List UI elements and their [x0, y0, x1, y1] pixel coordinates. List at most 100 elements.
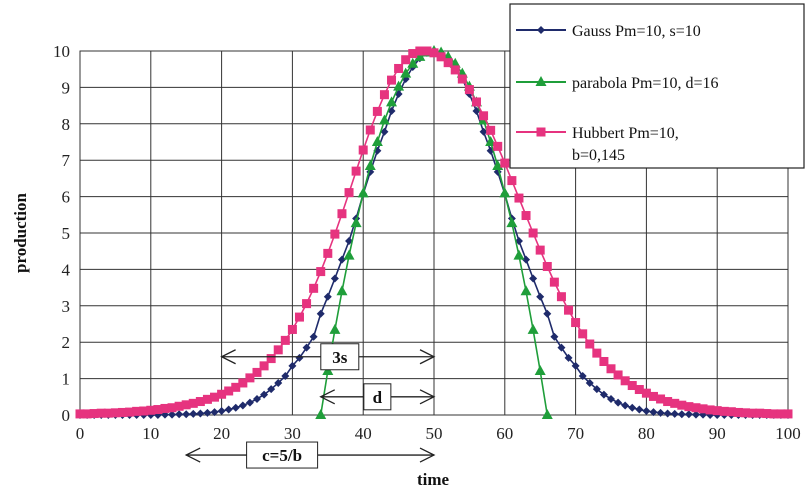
data-point: [599, 356, 609, 366]
data-point: [606, 364, 616, 374]
data-point: [527, 323, 539, 334]
legend-entry: Hubbert Pm=10, b=0,145: [516, 125, 679, 164]
data-point: [189, 409, 198, 418]
data-point: [238, 401, 247, 410]
data-point: [705, 405, 715, 415]
x-tick-label: 10: [142, 424, 159, 443]
arrow-head: [419, 447, 436, 463]
data-point: [175, 410, 184, 419]
data-point: [182, 410, 191, 419]
data-point: [635, 405, 644, 414]
data-point: [407, 57, 419, 68]
data-point: [323, 292, 332, 301]
data-point: [309, 283, 319, 293]
legend-label-line: b=0,145: [572, 147, 625, 164]
data-point: [401, 55, 411, 65]
data-point: [557, 343, 566, 352]
y-tick-label: 9: [62, 78, 71, 97]
data-point: [479, 127, 488, 136]
data-point: [443, 58, 453, 68]
data-point: [429, 48, 439, 58]
data-point: [663, 397, 673, 407]
annotation-label: c=5/b: [262, 446, 302, 465]
data-point: [571, 361, 580, 370]
annotation-1: d: [319, 383, 436, 411]
y-tick-label: 3: [62, 297, 71, 316]
y-tick-label: 0: [62, 406, 71, 425]
data-point: [330, 274, 339, 283]
y-tick-label: 2: [62, 333, 71, 352]
data-point: [168, 410, 177, 419]
data-point: [599, 390, 608, 399]
data-point: [408, 49, 418, 59]
data-point: [259, 361, 269, 371]
data-point: [153, 405, 163, 415]
data-point: [614, 398, 623, 407]
legend-marker: [535, 76, 547, 86]
data-point: [337, 209, 347, 219]
data-point: [274, 378, 283, 387]
data-point: [400, 67, 412, 78]
arrow-head: [419, 389, 436, 405]
data-point: [663, 409, 672, 418]
data-point: [450, 65, 460, 75]
data-point: [670, 398, 680, 408]
annotation-0: 3s: [220, 343, 436, 371]
data-point: [471, 97, 481, 107]
data-point: [578, 329, 588, 339]
data-point: [641, 388, 651, 398]
data-point: [464, 85, 474, 95]
x-tick-label: 40: [355, 424, 372, 443]
series-group: [75, 45, 793, 419]
data-point: [535, 245, 545, 255]
data-point: [174, 401, 184, 411]
legend-marker: [536, 127, 546, 137]
data-point: [378, 114, 390, 125]
data-point: [344, 188, 354, 198]
data-point: [592, 348, 602, 358]
legend-box: [509, 3, 805, 169]
data-point: [245, 373, 255, 383]
legend-entry: parabola Pm=10, d=16: [516, 75, 718, 92]
data-point: [203, 408, 212, 417]
data-point: [231, 382, 241, 392]
data-point: [75, 409, 85, 419]
data-point: [613, 370, 623, 380]
data-point: [628, 403, 637, 412]
y-tick-label: 1: [62, 370, 71, 389]
data-point: [316, 309, 325, 318]
data-point: [273, 345, 283, 355]
data-point: [521, 211, 531, 221]
data-point: [379, 90, 389, 100]
data-point: [343, 249, 355, 260]
data-point: [762, 409, 772, 419]
y-axis-title: production: [11, 192, 30, 273]
data-point: [357, 187, 369, 198]
data-point: [267, 385, 276, 394]
data-point: [642, 406, 651, 415]
data-point: [677, 410, 686, 419]
legend: Gauss Pm=10, s=10 parabola Pm=10, d=16 Hub…: [509, 3, 805, 169]
data-point: [556, 292, 566, 302]
data-point: [260, 390, 269, 399]
data-point: [648, 391, 658, 401]
legend-label: Hubbert Pm=10, b=0,145: [572, 125, 679, 164]
data-point: [542, 261, 552, 271]
data-point: [364, 160, 376, 171]
data-point: [245, 398, 254, 407]
data-point: [415, 46, 425, 56]
data-point: [592, 385, 601, 394]
data-point: [634, 385, 644, 395]
data-point: [224, 386, 234, 396]
data-point: [287, 324, 297, 334]
data-point: [741, 408, 751, 418]
data-point: [457, 74, 467, 84]
data-point: [514, 193, 524, 203]
data-point: [329, 323, 341, 334]
data-point: [585, 339, 595, 349]
data-point: [386, 96, 398, 107]
data-point: [351, 166, 361, 176]
data-point: [315, 409, 327, 419]
data-point: [748, 408, 758, 418]
data-point: [302, 343, 311, 352]
